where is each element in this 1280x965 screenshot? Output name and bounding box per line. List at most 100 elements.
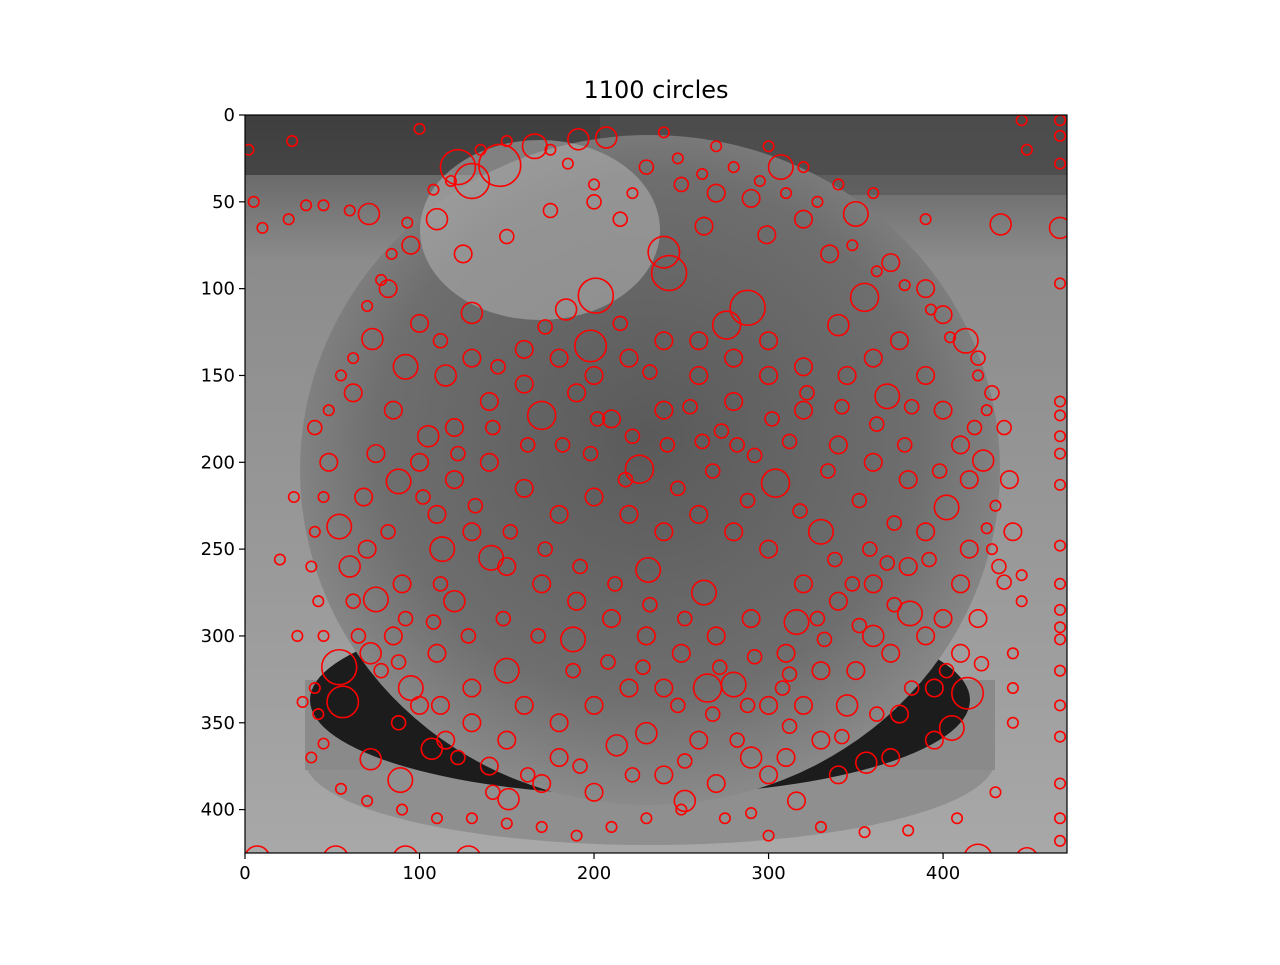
circle-marker (827, 551, 843, 568)
circle-marker (409, 313, 430, 333)
circle-marker (443, 589, 466, 613)
circle-marker (862, 624, 885, 648)
circle-marker (916, 626, 936, 646)
circle-marker (970, 350, 986, 366)
circle-marker (320, 648, 358, 686)
y-tick-label: 0 (224, 105, 235, 126)
circle-marker (863, 348, 883, 368)
x-tick-label: 300 (751, 863, 785, 884)
circle-marker (690, 579, 718, 606)
circle-marker (366, 444, 386, 464)
circle-marker (991, 558, 1007, 575)
circle-marker (567, 383, 587, 403)
circle-marker (485, 784, 501, 801)
circle-marker (362, 586, 389, 613)
circle-marker (811, 661, 831, 681)
circle-marker (718, 812, 731, 825)
circle-marker (985, 543, 998, 556)
circle-marker (863, 452, 883, 472)
x-tick-label: 100 (402, 863, 436, 884)
circle-marker (757, 225, 777, 245)
circle-marker (1053, 699, 1067, 712)
circle-marker (291, 629, 304, 642)
circle-marker (951, 812, 964, 825)
circle-marker (544, 143, 557, 156)
circle-marker (741, 188, 761, 208)
circle-marker (759, 695, 779, 715)
circle-marker (889, 331, 909, 351)
circle-marker (1006, 647, 1019, 660)
circle-marker (462, 348, 482, 368)
circle-marker (694, 216, 714, 236)
circle-marker (479, 391, 499, 412)
circle-marker (519, 437, 536, 453)
circle-marker (453, 162, 491, 200)
circle-marker (682, 398, 698, 415)
circle-markers (245, 115, 1067, 853)
circle-marker (694, 433, 711, 450)
circle-marker (549, 747, 569, 768)
circle-marker (971, 369, 985, 382)
circle-marker (851, 492, 868, 509)
circle-marker (380, 523, 396, 540)
circle-marker (704, 706, 721, 722)
circle-marker (361, 299, 374, 313)
circle-marker (462, 678, 482, 698)
circle-marker (898, 279, 911, 292)
circle-marker (1053, 447, 1067, 460)
circle-marker (933, 609, 953, 629)
circle-marker (968, 609, 988, 629)
circle-marker (729, 289, 766, 327)
circle-marker (729, 437, 745, 453)
circle-marker (706, 626, 726, 646)
circle-marker (886, 515, 903, 531)
circle-marker (584, 487, 604, 507)
circle-marker (980, 404, 993, 417)
circle-marker (638, 159, 655, 175)
circle-marker (696, 168, 709, 181)
circle-marker (837, 365, 857, 385)
circle-marker (624, 454, 655, 485)
circle-marker (567, 591, 587, 611)
circle-marker (317, 629, 330, 642)
circle-marker (903, 680, 920, 696)
circle-marker (792, 503, 808, 519)
circle-marker (647, 235, 681, 269)
circle-marker (984, 385, 1000, 401)
circle-marker (1053, 129, 1067, 142)
y-tick-label: 150 (201, 365, 235, 386)
circle-marker (535, 820, 548, 833)
circle-marker (425, 207, 449, 231)
circle-marker (774, 680, 791, 696)
circle-marker (832, 178, 845, 191)
circle-marker (999, 470, 1019, 490)
circle-marker (605, 820, 618, 833)
circle-marker (671, 152, 684, 165)
circle-marker (868, 706, 885, 722)
circle-marker (706, 183, 726, 203)
circle-marker (436, 730, 456, 750)
circle-marker (390, 714, 407, 731)
circle-marker (793, 357, 813, 377)
circle-marker (530, 628, 546, 644)
circle-marker (338, 555, 361, 578)
circle-marker (951, 435, 971, 455)
circle-marker (863, 574, 883, 594)
circle-marker (361, 327, 384, 351)
circle-marker (612, 315, 629, 332)
circle-marker (500, 817, 513, 830)
circle-marker (286, 135, 299, 148)
circle-marker (797, 161, 810, 174)
circle-marker (1053, 409, 1067, 422)
circle-marker (572, 758, 588, 774)
circle-marker (308, 681, 321, 695)
circle-marker (617, 471, 634, 488)
circle-marker (781, 666, 798, 682)
circle-marker (799, 385, 815, 401)
circle-marker (1053, 777, 1067, 790)
circle-marker (357, 202, 381, 226)
circle-marker (385, 247, 398, 260)
circle-marker (343, 204, 356, 217)
circle-marker (305, 560, 318, 573)
x-tick-label: 400 (926, 863, 960, 884)
